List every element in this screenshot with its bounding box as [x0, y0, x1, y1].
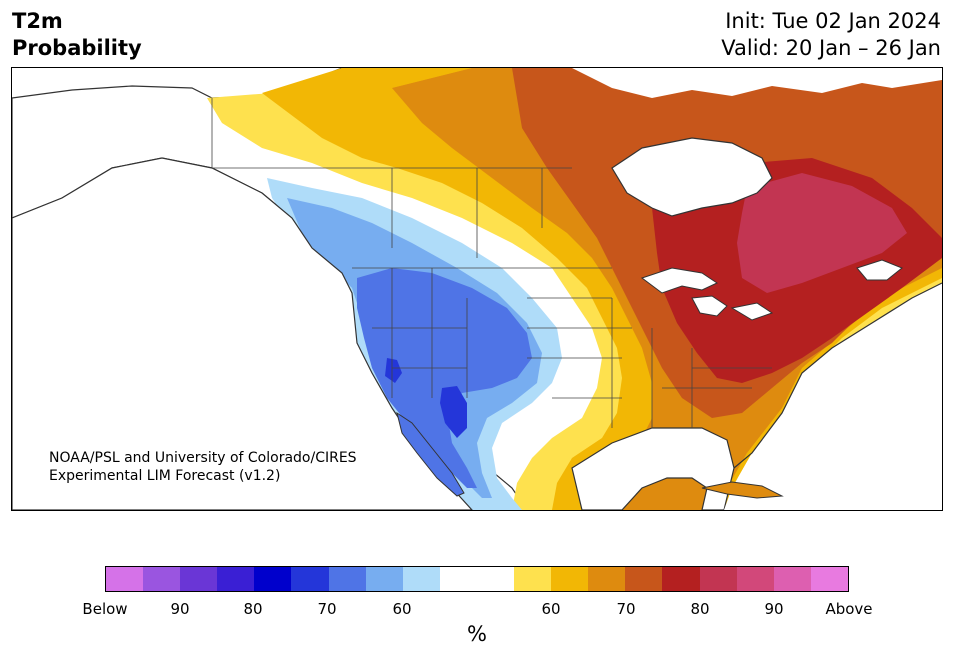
cuba [701, 481, 784, 499]
colorbar-segment [291, 567, 329, 591]
st-lawrence [856, 259, 903, 281]
cold-70 [357, 268, 532, 488]
title-line-1: T2m [12, 9, 63, 33]
cold-75 [440, 386, 467, 438]
colorbar-segment [625, 567, 663, 591]
colorbar-tick-label: Below [82, 600, 128, 618]
colorbar-segment [699, 567, 737, 591]
colorbar-segment [662, 567, 700, 591]
colorbar-segment [217, 567, 255, 591]
colorbar-segment [254, 567, 292, 591]
colorbar-segment [439, 567, 515, 591]
colorbar-tick-label: 70 [317, 600, 337, 618]
map-title: T2m Probability [12, 8, 142, 62]
colorbar-segment [773, 567, 811, 591]
borders [211, 98, 772, 428]
colorbar-tick-label: 70 [616, 600, 636, 618]
colorbar-tick-label: Above [825, 600, 873, 618]
colorbar-segment [514, 567, 552, 591]
colorbar-tick-label: 60 [392, 600, 412, 618]
colorbar-segment [810, 567, 848, 591]
colorbar-segment [588, 567, 626, 591]
colorbar-segment [402, 567, 440, 591]
colorbar-segment [143, 567, 181, 591]
credit-line-1: NOAA/PSL and University of Colorado/CIRE… [49, 450, 357, 466]
probability-colorbar [105, 566, 849, 592]
warm-85 [737, 173, 907, 293]
credit-line-2: Experimental LIM Forecast (v1.2) [49, 468, 281, 484]
atlantic-water [724, 283, 942, 510]
atlantic-coast [733, 282, 942, 469]
colorbar-tick-label: 90 [170, 600, 190, 618]
colorbar-tick-label: 80 [690, 600, 710, 618]
forecast-dates: Init: Tue 02 Jan 2024 Valid: 20 Jan – 26… [721, 8, 941, 62]
baja [396, 411, 465, 497]
colorbar-segment [736, 567, 774, 591]
cold-75b [385, 358, 402, 383]
hudson-bay [611, 137, 773, 217]
colorbar-tick-label: 80 [243, 600, 263, 618]
init-date: Init: Tue 02 Jan 2024 [725, 9, 941, 33]
colorbar-segment [551, 567, 589, 591]
colorbar-segment [365, 567, 403, 591]
arctic-water [572, 68, 942, 98]
colorbar-tick-label: 90 [764, 600, 784, 618]
colorbar-segment [328, 567, 366, 591]
valid-date: Valid: 20 Jan – 26 Jan [721, 36, 941, 60]
colorbar-segment [180, 567, 218, 591]
great-lakes [640, 267, 774, 321]
colorbar-segment [106, 567, 144, 591]
probability-map [11, 67, 943, 511]
title-line-2: Probability [12, 36, 142, 60]
map-svg [12, 68, 942, 510]
gulf-water [571, 427, 735, 510]
colorbar-unit: % [467, 622, 487, 646]
map-credit: NOAA/PSL and University of Colorado/CIRE… [49, 449, 357, 485]
colorbar-tick-label: 60 [541, 600, 561, 618]
